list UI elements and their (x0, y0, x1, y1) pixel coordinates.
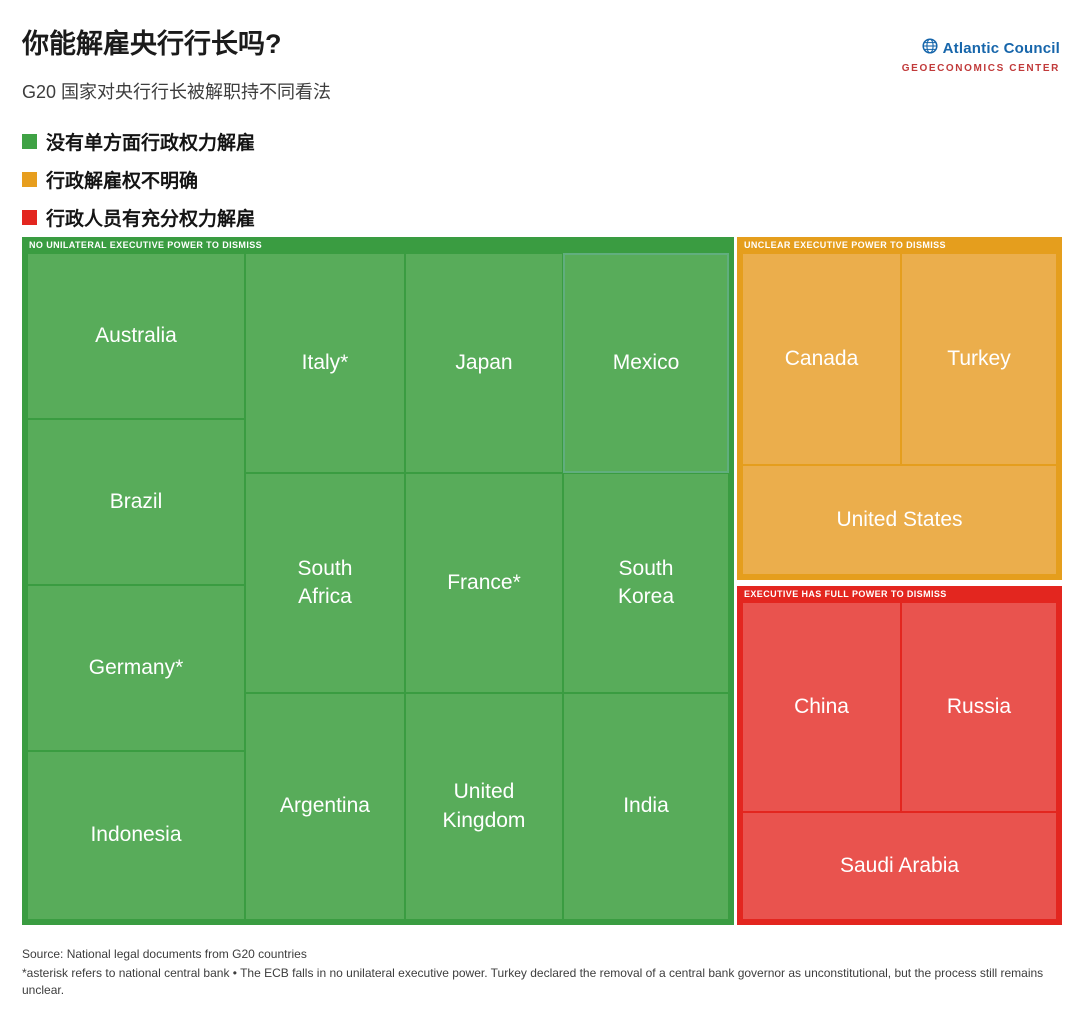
treemap-cell-brazil[interactable]: Brazil (28, 420, 244, 584)
treemap-cell-saudi-arabia[interactable]: Saudi Arabia (743, 813, 1056, 919)
treemap-cell-united-states[interactable]: United States (743, 466, 1056, 574)
page-title: 你能解雇央行行长吗? (22, 29, 282, 59)
treemap-cell-france[interactable]: France* (406, 474, 562, 692)
treemap-cell-turkey[interactable]: Turkey (902, 254, 1056, 464)
legend-item-no-power: 没有单方面行政权力解雇 (22, 128, 255, 154)
logo-center-name: GEOECONOMICS CENTER (901, 63, 1060, 74)
legend-item-full-power: 行政人员有充分权力解雇 (22, 204, 255, 230)
group-header-full-power: EXECUTIVE HAS FULL POWER TO DISMISS (744, 589, 947, 599)
group-no-unilateral-power: NO UNILATERAL EXECUTIVE POWER TO DISMISS… (22, 237, 734, 925)
treemap-cell-indonesia[interactable]: Indonesia (28, 752, 244, 919)
globe-icon (922, 38, 938, 59)
treemap-cell-australia[interactable]: Australia (28, 254, 244, 418)
group-header-no-unilateral-power: NO UNILATERAL EXECUTIVE POWER TO DISMISS (29, 240, 263, 250)
treemap-cell-south-korea[interactable]: South Korea (564, 474, 728, 692)
treemap-cell-russia[interactable]: Russia (902, 603, 1056, 811)
treemap-cell-canada[interactable]: Canada (743, 254, 900, 464)
treemap-cell-argentina[interactable]: Argentina (246, 694, 404, 919)
legend: 没有单方面行政权力解雇 行政解雇权不明确 行政人员有充分权力解雇 (22, 128, 255, 242)
treemap-cell-mexico-highlighted[interactable]: Mexico (563, 253, 729, 473)
treemap-cell-united-kingdom[interactable]: United Kingdom (406, 694, 562, 919)
legend-label: 没有单方面行政权力解雇 (46, 132, 256, 154)
group-unclear-power: UNCLEAR EXECUTIVE POWER TO DISMISS Canad… (737, 237, 1062, 580)
treemap-cell-germany[interactable]: Germany* (28, 586, 244, 750)
legend-label: 行政人员有充分权力解雇 (46, 208, 256, 230)
treemap-cell-italy[interactable]: Italy* (246, 254, 404, 472)
footer-note: *asterisk refers to national central ban… (22, 965, 1044, 998)
treemap-cell-south-africa[interactable]: South Africa (246, 474, 404, 692)
footer-source: Source: National legal documents from G2… (22, 947, 307, 961)
group-header-unclear-power: UNCLEAR EXECUTIVE POWER TO DISMISS (744, 240, 946, 250)
group-full-power: EXECUTIVE HAS FULL POWER TO DISMISS Chin… (737, 586, 1062, 925)
atlantic-council-logo: Atlantic Council GEOECONOMICS CENTER (902, 38, 1060, 74)
treemap-cell-japan[interactable]: Japan (406, 254, 562, 472)
treemap-cell-india[interactable]: India (564, 694, 728, 919)
legend-swatch-red (22, 209, 37, 225)
footer: Source: National legal documents from G2… (22, 946, 1060, 1000)
legend-swatch-orange (22, 171, 37, 187)
legend-label: 行政解雇权不明确 (46, 170, 199, 192)
logo-org-name: Atlantic Council (942, 40, 1060, 57)
treemap-cell-china[interactable]: China (743, 603, 900, 811)
treemap: NO UNILATERAL EXECUTIVE POWER TO DISMISS… (22, 237, 1062, 925)
legend-item-unclear: 行政解雇权不明确 (22, 166, 255, 192)
page-subtitle: G20 国家对央行行长被解职持不同看法 (22, 82, 332, 102)
legend-swatch-green (22, 133, 37, 149)
